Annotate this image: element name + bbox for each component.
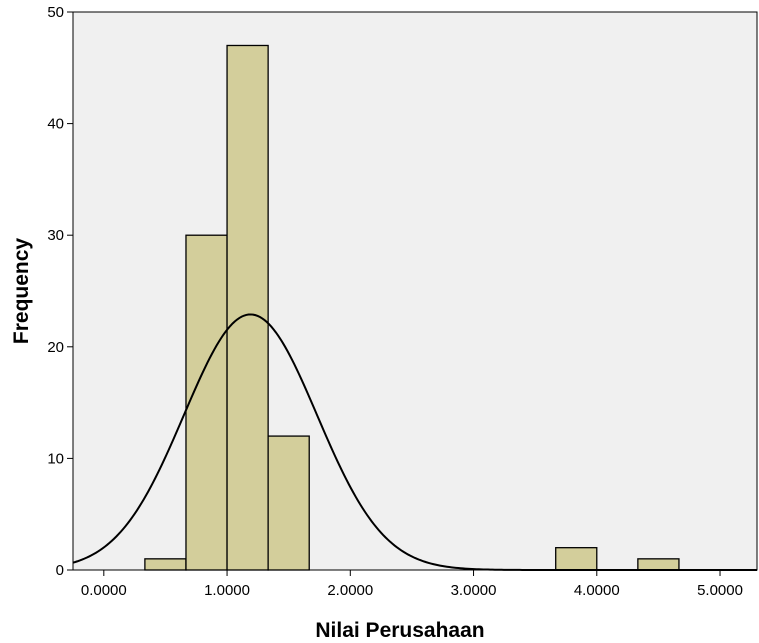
histogram-bar-5: [637, 558, 680, 571]
y-tick-label: 10: [47, 450, 64, 467]
y-tick-label: 30: [47, 227, 64, 244]
histogram-bar-4: [555, 547, 598, 571]
x-tick-label: 2.0000: [327, 582, 373, 599]
x-tick-label: 4.0000: [574, 582, 620, 599]
plot-area: [72, 11, 758, 571]
y-tick-label: 40: [47, 116, 64, 133]
axes: 0.0000 1.0000 2.0000 3.0000 4.0000 5.0000 0 10 2…: [47, 4, 743, 599]
histogram-bar-0: [144, 558, 187, 571]
normal-curve: [72, 313, 757, 571]
histogram-bar-1: [185, 234, 228, 571]
histogram-bars: [144, 44, 680, 571]
histogram-bar-3: [267, 435, 310, 571]
y-tick-label: 20: [47, 339, 64, 356]
y-axis-title: Frequency: [10, 238, 33, 345]
x-tick-label: 0.0000: [81, 582, 127, 599]
x-tick-label: 5.0000: [697, 582, 743, 599]
y-tick-label: 50: [47, 4, 64, 21]
x-tick-label: 3.0000: [451, 582, 497, 599]
y-tick-label: 0: [56, 562, 64, 579]
x-tick-label: 1.0000: [204, 582, 250, 599]
x-axis-title: Nilai Perusahaan: [315, 619, 484, 642]
histogram-bar-2: [226, 44, 269, 571]
